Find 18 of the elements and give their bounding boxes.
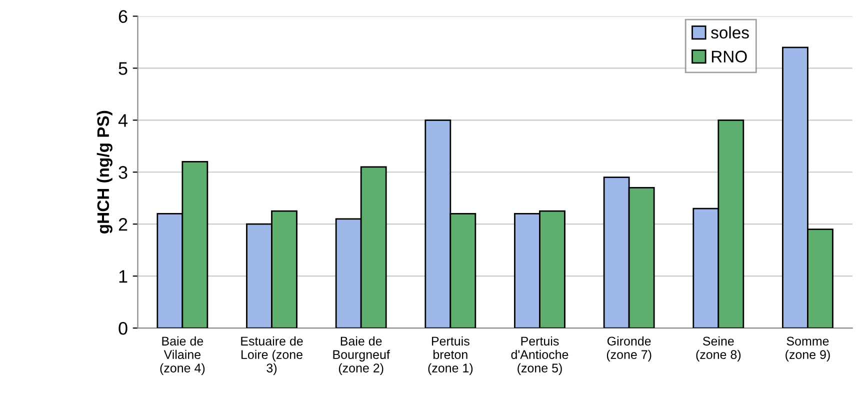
legend-label: RNO: [712, 50, 747, 62]
y-tick-label: 1: [119, 270, 128, 283]
x-tick-label: Baie de Vilaine (zone 4): [160, 336, 205, 375]
y-tick-label: 0: [118, 322, 128, 335]
y-tick-label: 4: [118, 114, 128, 127]
x-tick-label: Estuaire de Loire (zone 3): [241, 336, 303, 375]
x-tick-label: Somme (zone 9): [786, 336, 830, 362]
x-tick-label: Gironde (zone 7): [606, 336, 652, 362]
x-tick-label: Baie de Bourgneuf (zone 2): [333, 336, 390, 375]
x-tick-label: Pertuis d'Antioche (zone 5): [511, 336, 568, 375]
x-tick-label: Pertuis breton (zone 1): [428, 336, 473, 375]
y-axis-title: gHCH (ng/g PS): [96, 110, 112, 234]
legend-label: soles: [711, 26, 749, 39]
x-tick-label: Seine (zone 8): [696, 336, 741, 362]
y-tick-label: 5: [118, 62, 128, 75]
y-tick-label: 3: [118, 166, 128, 179]
y-tick-label: 2: [118, 218, 128, 231]
y-tick-label: 6: [118, 10, 128, 23]
